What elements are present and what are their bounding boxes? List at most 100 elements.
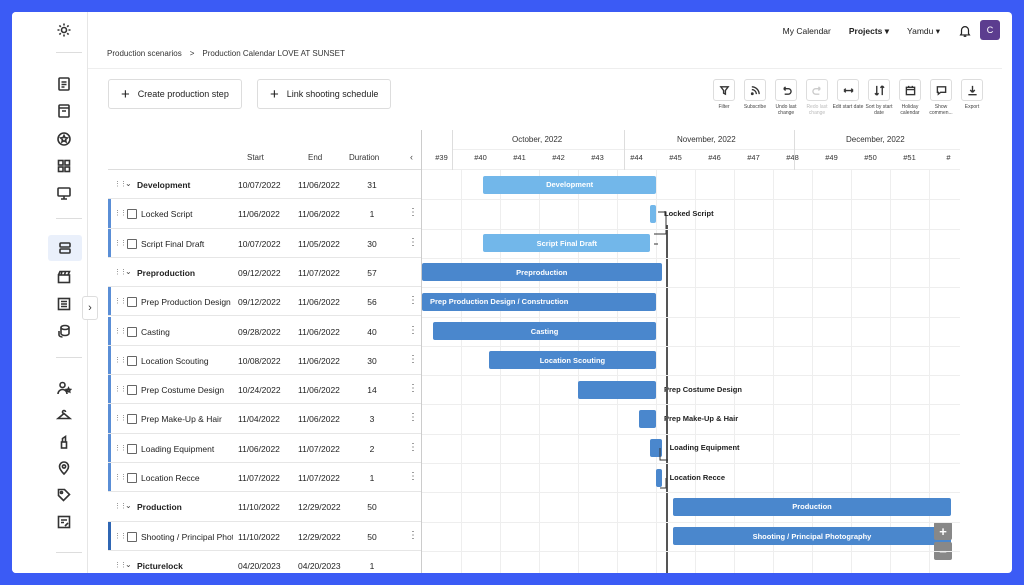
task-row[interactable]: ⋮⋮ Shooting / Principal Photography ⋮ 11/10… [108,521,421,551]
task-row[interactable]: ⋮⋮ Loading Equipment ⋮ 11/06/2022 11/07/2022… [108,433,421,463]
gantt-bar[interactable] [650,439,662,458]
gantt-bar[interactable]: Preproduction [422,263,662,282]
nav-my-calendar[interactable]: My Calendar [782,26,831,36]
row-checkbox[interactable] [127,385,137,396]
drag-handle-icon[interactable]: ⋮⋮ [114,181,127,188]
tool-redo[interactable]: Redo last change [803,79,831,116]
tool-button[interactable] [744,79,766,101]
tool-button[interactable] [775,79,797,101]
settings-icon[interactable] [54,20,74,40]
more-vertical-icon[interactable]: ⋮ [408,441,418,453]
row-checkbox[interactable] [127,531,137,542]
group-row[interactable]: ⋮⋮ ⌄ Production 11/10/2022 12/29/2022 50 [108,492,421,522]
group-row[interactable]: ⋮⋮ ⌄ Preproduction 09/12/2022 11/07/2022 57 [108,258,421,288]
chevron-left-icon[interactable]: ‹ [410,152,413,162]
drag-handle-icon[interactable]: ⋮⋮ [114,415,127,423]
drag-handle-icon[interactable]: ⋮⋮ [114,503,127,511]
tool-calendar[interactable]: Holiday calendar [896,79,924,116]
panel-splitter[interactable] [421,130,422,573]
tool-button[interactable] [899,79,921,101]
location-pin-icon[interactable] [54,458,74,478]
nav-user-menu[interactable]: Yamdu ▾ [907,25,940,36]
column-start[interactable]: Start [247,153,264,162]
hanger-icon[interactable] [54,405,74,425]
task-row[interactable]: ⋮⋮ Prep Production Design / Construction ⋮… [108,287,421,317]
monitor-icon[interactable] [54,183,74,203]
row-checkbox[interactable] [127,326,137,337]
tool-button[interactable] [837,79,859,101]
tool-arrows-horizontal[interactable]: Edit start date [833,79,863,116]
drag-handle-icon[interactable]: ⋮⋮ [114,327,127,335]
drag-handle-icon[interactable]: ⋮⋮ [114,239,127,247]
more-vertical-icon[interactable]: ⋮ [408,471,418,482]
tool-button[interactable] [868,79,890,101]
drag-handle-icon[interactable]: ⋮⋮ [114,532,127,540]
task-row[interactable]: ⋮⋮ Location Recce ⋮ 11/07/2022 11/07/2022 1 [108,463,421,493]
tool-comment[interactable]: Show commen... [927,79,955,116]
row-checkbox[interactable] [127,297,137,308]
chevron-down-icon[interactable]: ⌄ [125,179,132,188]
more-vertical-icon[interactable]: ⋮ [408,353,418,365]
task-row[interactable]: ⋮⋮ Prep Make-Up & Hair ⋮ 11/04/2022 11/06/20… [108,404,421,434]
task-row[interactable]: ⋮⋮ Location Scouting ⋮ 10/08/2022 11/06/2022… [108,345,421,376]
nav-projects[interactable]: Projects ▾ [848,25,890,36]
more-vertical-icon[interactable]: ⋮ [408,207,418,219]
gantt-bar[interactable]: Development [483,175,656,194]
row-checkbox[interactable] [127,209,137,220]
tool-sort[interactable]: Sort by start date [865,79,893,116]
drag-handle-icon[interactable]: ⋮⋮ [114,210,127,218]
lipstick-icon[interactable] [54,432,74,452]
star-circle-icon[interactable] [54,129,74,149]
breadcrumb-parent[interactable]: Production scenarios [107,49,182,58]
gantt-bar[interactable]: Location Scouting [488,351,656,370]
drag-handle-icon[interactable]: ⋮⋮ [114,474,127,481]
row-checkbox[interactable] [127,443,137,454]
link-shooting-schedule-button[interactable]: + Link shooting schedule [257,79,392,109]
tag-icon[interactable] [54,485,74,505]
document-icon[interactable] [54,74,74,94]
more-vertical-icon[interactable]: ⋮ [408,295,418,307]
chevron-down-icon[interactable]: ⌄ [125,501,132,511]
task-row[interactable]: ⋮⋮ Prep Costume Design ⋮ 10/24/2022 11/06/20… [108,375,421,405]
drag-handle-icon[interactable]: ⋮⋮ [114,268,127,276]
tool-filter[interactable]: Filter [710,79,738,116]
create-production-step-button[interactable]: + Create production step [108,79,242,109]
sidebar-collapse-button[interactable]: › [82,296,98,320]
gantt-bar[interactable] [650,204,656,223]
gantt-bar[interactable]: Script Final Draft [483,234,651,253]
gantt-bar[interactable]: Production [672,497,952,516]
row-checkbox[interactable] [127,473,137,483]
row-checkbox[interactable] [127,238,137,249]
drag-handle-icon[interactable]: ⋮⋮ [114,356,127,364]
zoom-in-button[interactable]: + [934,522,952,540]
group-row[interactable]: ⋮⋮ ⌄ Development 10/07/2022 11/06/2022 31 [108,170,421,200]
drag-handle-icon[interactable]: ⋮⋮ [114,444,127,452]
calendar-stack-icon[interactable] [48,235,82,261]
coins-icon[interactable] [54,321,74,341]
task-row[interactable]: ⋮⋮ Script Final Draft ⋮ 10/07/2022 11/05/202… [108,228,421,258]
drag-handle-icon[interactable]: ⋮⋮ [114,386,127,394]
gantt-bar[interactable] [578,380,656,399]
gantt-bar[interactable]: Prep Production Design / Construction [422,292,656,311]
row-checkbox[interactable] [127,355,137,366]
chevron-down-icon[interactable]: ⌄ [125,266,132,276]
more-vertical-icon[interactable]: ⋮ [408,529,418,541]
row-checkbox[interactable] [127,414,137,425]
tool-download[interactable]: Export [958,79,986,116]
chevron-down-icon[interactable]: ⌄ [125,559,132,569]
gantt-bar[interactable]: Shooting / Principal Photography [672,527,952,546]
tool-rss[interactable]: Subscribe [741,79,769,116]
tool-undo[interactable]: Undo last change [772,79,800,116]
more-vertical-icon[interactable]: ⋮ [408,383,418,395]
more-vertical-icon[interactable]: ⋮ [408,412,418,424]
task-row[interactable]: ⋮⋮ Casting ⋮ 09/28/2022 11/06/2022 40 [108,316,421,346]
grid-icon[interactable] [54,156,74,176]
user-star-icon[interactable] [54,378,74,398]
more-vertical-icon[interactable]: ⋮ [408,236,418,248]
clapper-icon[interactable] [54,267,74,287]
image-edit-icon[interactable] [54,512,74,532]
script-icon[interactable] [54,101,74,121]
gantt-bar[interactable] [656,468,662,487]
tool-button[interactable] [961,79,983,101]
column-end[interactable]: End [308,153,323,162]
